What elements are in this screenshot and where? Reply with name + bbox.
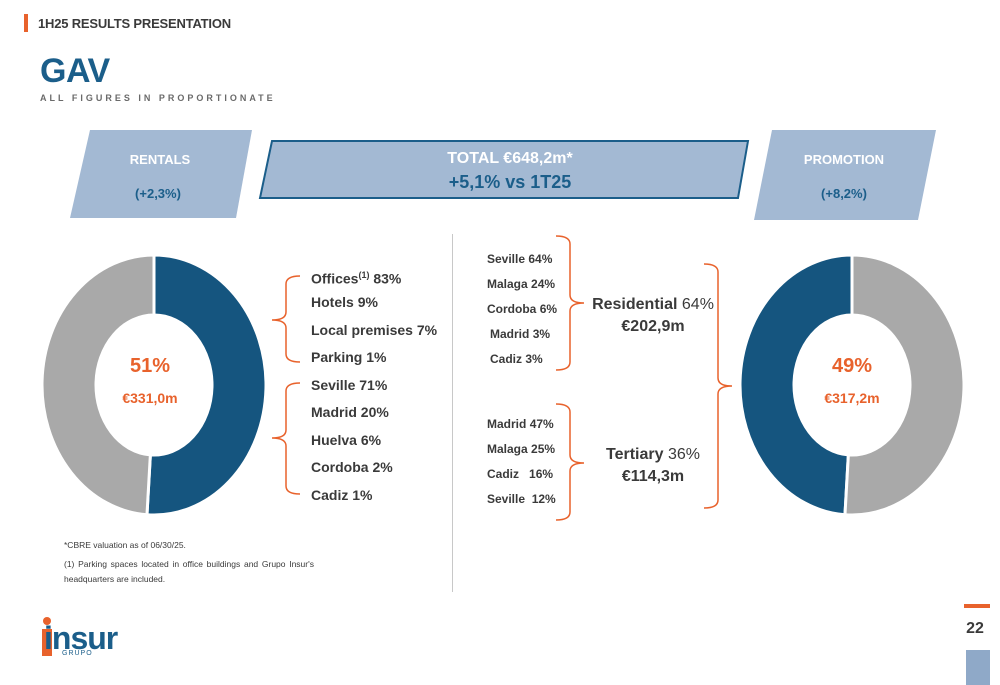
list-item: Cadiz 1% <box>311 486 373 503</box>
footnote-cbre: *CBRE valuation as of 06/30/25. <box>64 540 186 550</box>
donut-slice-rest <box>40 253 156 517</box>
promotion-banner <box>754 130 936 220</box>
promotion-banner-title: PROMOTION <box>803 152 885 167</box>
rentals-banner <box>70 130 252 218</box>
list-item: Parking 1% <box>311 349 387 366</box>
list-item: Seville 12% <box>487 492 556 506</box>
promotion-amount-label: €317,2m <box>824 390 880 406</box>
list-item: Cordoba 2% <box>311 459 393 476</box>
page-title: GAV <box>40 52 110 90</box>
rentals-type-bracket <box>271 275 301 363</box>
header-accent-bar <box>24 14 28 32</box>
page-number: 22 <box>966 620 984 637</box>
residential-bracket <box>555 235 585 371</box>
footnote-1: (1) Parking spaces located in office bui… <box>64 559 314 584</box>
bracket-lines <box>271 235 733 521</box>
logo-text: insur <box>44 620 118 656</box>
rentals-city-list: Seville 71% Madrid 20% Huelva 6% Cordoba… <box>311 375 393 512</box>
corner-decoration <box>966 650 990 685</box>
rentals-city-bracket <box>271 382 301 495</box>
rentals-pct-label: 51% <box>129 355 171 377</box>
list-item: Seville 64% <box>487 252 553 266</box>
total-banner-line1: TOTAL €648,2m* <box>447 150 573 167</box>
list-item: Malaga 24% <box>487 277 556 291</box>
residential-city-list: Seville 64% Malaga 24% Cordoba 6% Madrid… <box>487 250 557 375</box>
rentals-type-list: Offices(1) 83% Hotels 9% Local premises … <box>311 265 437 375</box>
logo-subtext: GRUPO <box>62 650 93 657</box>
promotion-pct-label: 49% <box>831 355 873 377</box>
rentals-donut-chart <box>40 253 268 517</box>
list-item: Cadiz 3% <box>490 352 543 366</box>
rentals-banner-change: (+2,3%) <box>135 186 181 201</box>
list-item: Cadiz 16% <box>487 467 554 481</box>
list-item: Offices(1) 83% <box>311 270 402 287</box>
promotion-donut-chart <box>738 253 966 517</box>
donut-slice-highlight <box>145 253 268 517</box>
page-subtitle: ALL FIGURES IN PROPORTIONATE <box>40 93 276 103</box>
promotion-bracket <box>703 263 733 509</box>
tertiary-city-list: Madrid 47% Malaga 25% Cadiz 16% Seville … <box>487 415 556 515</box>
logo-mark-icon <box>42 617 52 656</box>
rentals-banner-title: RENTALS <box>129 152 191 167</box>
list-item: Cordoba 6% <box>487 302 558 316</box>
banner-shapes <box>70 130 936 220</box>
list-item: Seville 71% <box>311 377 388 393</box>
total-banner <box>258 140 750 199</box>
tertiary-bracket <box>555 403 585 521</box>
list-item: Local premises 7% <box>311 321 438 338</box>
rentals-amount-label: €331,0m <box>122 390 178 406</box>
list-item: Hotels 9% <box>311 294 378 311</box>
total-banner-line2: +5,1% vs 1T25 <box>448 172 572 192</box>
list-item: Madrid 3% <box>490 327 551 341</box>
list-item: Huelva 6% <box>311 431 382 448</box>
vertical-divider <box>452 234 453 592</box>
tertiary-label: Tertiary 36% €114,3m <box>606 446 700 485</box>
list-item: Madrid 20% <box>311 404 389 421</box>
list-item: Malaga 25% <box>487 442 556 456</box>
page-number-accent <box>964 604 990 608</box>
donut-slice-rest <box>843 253 966 517</box>
donut-slice-highlight <box>738 253 854 517</box>
residential-label: Residential 64% €202,9m <box>592 296 714 335</box>
header-title: 1H25 RESULTS PRESENTATION <box>38 16 231 31</box>
promotion-banner-change: (+8,2%) <box>821 186 867 201</box>
list-item: Madrid 47% <box>487 417 554 431</box>
